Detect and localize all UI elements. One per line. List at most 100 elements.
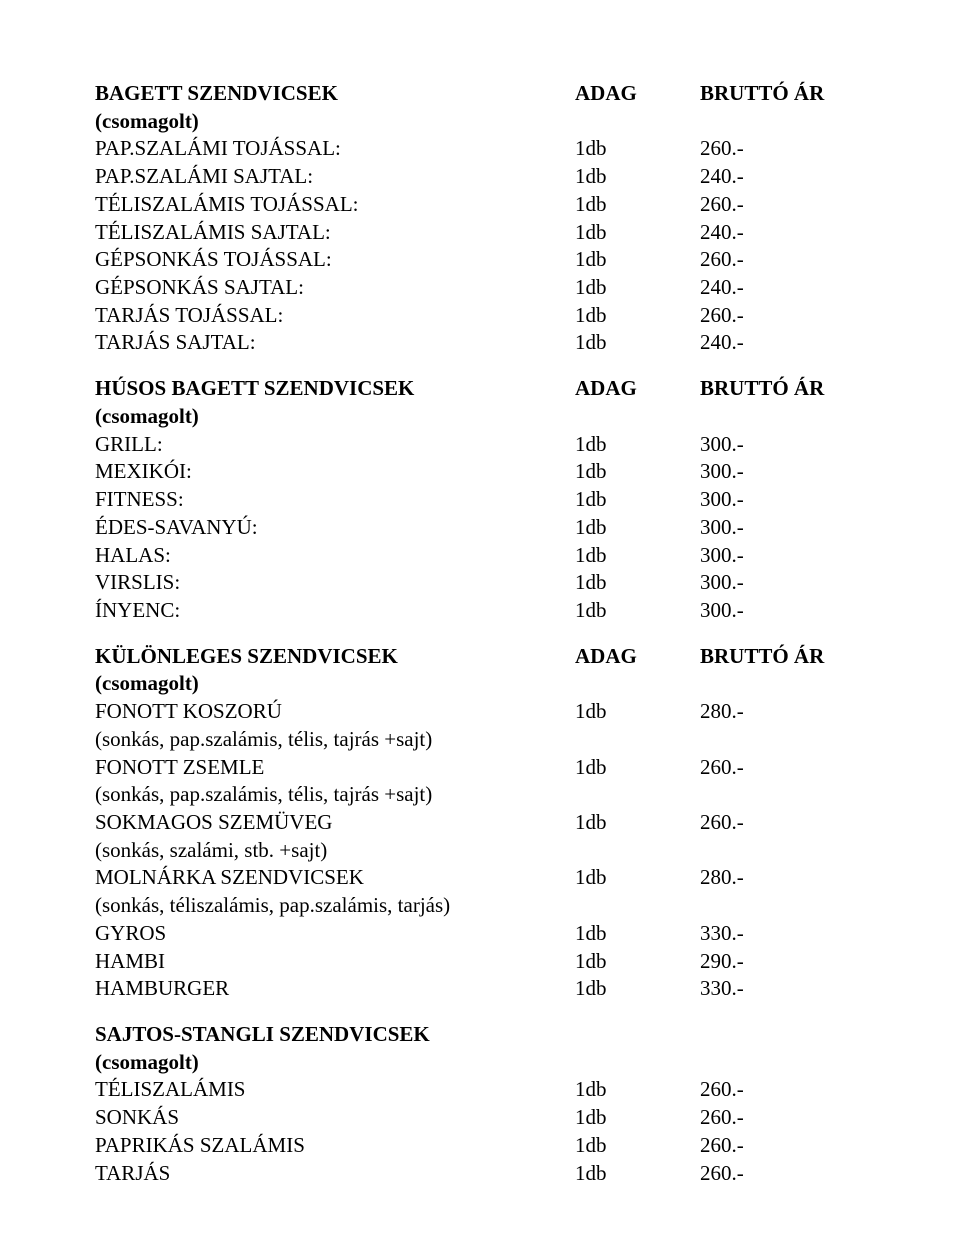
- item-sub: (sonkás, szalámi, stb. +sajt): [95, 837, 880, 865]
- item-name: MOLNÁRKA SZENDVICSEK: [95, 864, 570, 892]
- item-sub-text: (sonkás, pap.szalámis, télis, tajrás +sa…: [95, 781, 570, 809]
- item-name: HAMBURGER: [95, 975, 570, 1003]
- item-price: 260.-: [700, 135, 880, 163]
- list-item: SONKÁS1db260.-: [95, 1104, 880, 1132]
- item-sub-text: (sonkás, szalámi, stb. +sajt): [95, 837, 570, 865]
- item-price: 260.-: [700, 1076, 880, 1104]
- item-qty: 1db: [575, 1104, 695, 1132]
- section-gap: [95, 1003, 880, 1021]
- item-price: 330.-: [700, 920, 880, 948]
- item-price: 300.-: [700, 486, 880, 514]
- item-sub: (sonkás, pap.szalámis, télis, tajrás +sa…: [95, 781, 880, 809]
- item-price: 280.-: [700, 698, 880, 726]
- item-name: HALAS:: [95, 542, 570, 570]
- note-text: (csomagolt): [95, 670, 570, 698]
- header-name: HÚSOS BAGETT SZENDVICSEK: [95, 375, 570, 403]
- list-item: MEXIKÓI:1db300.-: [95, 458, 880, 486]
- item-name: TÉLISZALÁMIS SAJTAL:: [95, 219, 570, 247]
- item-qty: 1db: [575, 458, 695, 486]
- section-note: (csomagolt): [95, 108, 880, 136]
- item-price: 260.-: [700, 191, 880, 219]
- item-qty: 1db: [575, 329, 695, 357]
- header-qty: ADAG: [575, 80, 695, 108]
- item-name: PAP.SZALÁMI TOJÁSSAL:: [95, 135, 570, 163]
- header-name: KÜLÖNLEGES SZENDVICSEK: [95, 643, 570, 671]
- item-name: HAMBI: [95, 948, 570, 976]
- item-name: MEXIKÓI:: [95, 458, 570, 486]
- item-name: FONOTT KOSZORÚ: [95, 698, 570, 726]
- item-name: FITNESS:: [95, 486, 570, 514]
- list-item: FONOTT KOSZORÚ1db280.-: [95, 698, 880, 726]
- item-price: 240.-: [700, 163, 880, 191]
- list-item: PAP.SZALÁMI TOJÁSSAL:1db260.-: [95, 135, 880, 163]
- list-item: SOKMAGOS SZEMÜVEG1db260.-: [95, 809, 880, 837]
- item-sub-text: (sonkás, pap.szalámis, télis, tajrás +sa…: [95, 726, 570, 754]
- item-qty: 1db: [575, 864, 695, 892]
- item-price: 300.-: [700, 458, 880, 486]
- header-price: BRUTTÓ ÁR: [700, 643, 880, 671]
- section-note: (csomagolt): [95, 1049, 880, 1077]
- item-qty: 1db: [575, 948, 695, 976]
- list-item: TÉLISZALÁMIS TOJÁSSAL:1db260.-: [95, 191, 880, 219]
- item-qty: 1db: [575, 486, 695, 514]
- list-item: MOLNÁRKA SZENDVICSEK1db280.-: [95, 864, 880, 892]
- item-sub-text: (sonkás, téliszalámis, pap.szalámis, tar…: [95, 892, 570, 920]
- item-name: ÉDES-SAVANYÚ:: [95, 514, 570, 542]
- item-qty: 1db: [575, 597, 695, 625]
- list-item: FITNESS:1db300.-: [95, 486, 880, 514]
- item-qty: 1db: [575, 514, 695, 542]
- item-qty: 1db: [575, 698, 695, 726]
- item-price: 300.-: [700, 431, 880, 459]
- list-item: HAMBI1db290.-: [95, 948, 880, 976]
- item-price: 280.-: [700, 864, 880, 892]
- item-name: ÍNYENC:: [95, 597, 570, 625]
- list-item: ÍNYENC:1db300.-: [95, 597, 880, 625]
- item-name: TARJÁS SAJTAL:: [95, 329, 570, 357]
- item-qty: 1db: [575, 135, 695, 163]
- list-item: TARJÁS1db260.-: [95, 1160, 880, 1188]
- section-header: BAGETT SZENDVICSEK ADAG BRUTTÓ ÁR: [95, 80, 880, 108]
- item-price: 260.-: [700, 1104, 880, 1132]
- list-item: PAP.SZALÁMI SAJTAL:1db240.-: [95, 163, 880, 191]
- item-sub: (sonkás, téliszalámis, pap.szalámis, tar…: [95, 892, 880, 920]
- list-item: GYROS1db330.-: [95, 920, 880, 948]
- item-price: 300.-: [700, 569, 880, 597]
- item-qty: 1db: [575, 1132, 695, 1160]
- item-qty: 1db: [575, 431, 695, 459]
- list-item: TARJÁS SAJTAL:1db240.-: [95, 329, 880, 357]
- list-item: TÉLISZALÁMIS SAJTAL:1db240.-: [95, 219, 880, 247]
- item-name: SOKMAGOS SZEMÜVEG: [95, 809, 570, 837]
- item-price: 300.-: [700, 597, 880, 625]
- item-name: TARJÁS TOJÁSSAL:: [95, 302, 570, 330]
- item-price: 260.-: [700, 246, 880, 274]
- item-price: 260.-: [700, 754, 880, 782]
- list-item: GRILL:1db300.-: [95, 431, 880, 459]
- section-header: KÜLÖNLEGES SZENDVICSEK ADAG BRUTTÓ ÁR: [95, 643, 880, 671]
- item-name: GRILL:: [95, 431, 570, 459]
- item-name: PAP.SZALÁMI SAJTAL:: [95, 163, 570, 191]
- item-price: 260.-: [700, 809, 880, 837]
- item-name: FONOTT ZSEMLE: [95, 754, 570, 782]
- note-text: (csomagolt): [95, 1049, 570, 1077]
- item-name: GÉPSONKÁS SAJTAL:: [95, 274, 570, 302]
- list-item: TÉLISZALÁMIS1db260.-: [95, 1076, 880, 1104]
- header-name: BAGETT SZENDVICSEK: [95, 80, 570, 108]
- item-name: SONKÁS: [95, 1104, 570, 1132]
- item-price: 330.-: [700, 975, 880, 1003]
- header-price: BRUTTÓ ÁR: [700, 80, 880, 108]
- item-qty: 1db: [575, 542, 695, 570]
- item-name: VIRSLIS:: [95, 569, 570, 597]
- item-name: GÉPSONKÁS TOJÁSSAL:: [95, 246, 570, 274]
- item-qty: 1db: [575, 1160, 695, 1188]
- header-qty: ADAG: [575, 375, 695, 403]
- item-qty: 1db: [575, 274, 695, 302]
- item-price: 260.-: [700, 1160, 880, 1188]
- item-name: TÉLISZALÁMIS: [95, 1076, 570, 1104]
- item-price: 240.-: [700, 274, 880, 302]
- header-price: BRUTTÓ ÁR: [700, 375, 880, 403]
- note-text: (csomagolt): [95, 403, 570, 431]
- section-header: SAJTOS-STANGLI SZENDVICSEK: [95, 1021, 880, 1049]
- item-qty: 1db: [575, 1076, 695, 1104]
- item-price: 240.-: [700, 219, 880, 247]
- section-header: HÚSOS BAGETT SZENDVICSEK ADAG BRUTTÓ ÁR: [95, 375, 880, 403]
